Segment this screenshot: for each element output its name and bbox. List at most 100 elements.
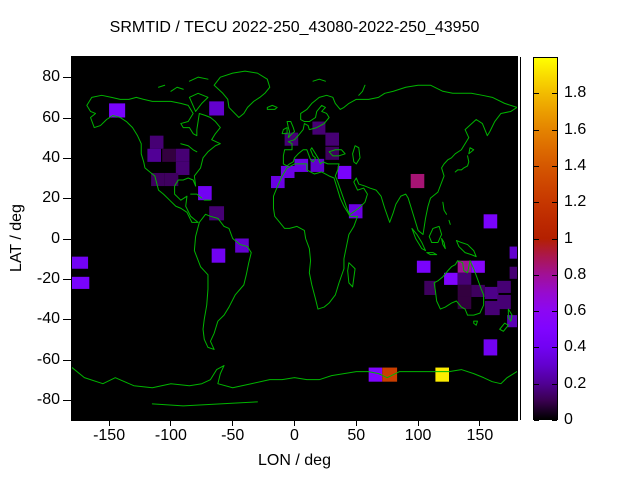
- x-tick-mark: [170, 420, 172, 426]
- colorbar-tick-label: 0.8: [564, 265, 587, 283]
- y-tick-label: -40: [36, 310, 60, 328]
- heatmap-cell: [509, 246, 517, 259]
- coastline-borneo: [429, 226, 441, 242]
- colorbar-tick-mark: [552, 311, 557, 313]
- x-tick-label: 150: [466, 427, 494, 444]
- x-tick-mark: [294, 420, 295, 426]
- coastline-south-america: [194, 214, 251, 349]
- y-tick-label: 0: [51, 229, 60, 247]
- heatmap-cell: [284, 132, 299, 146]
- colorbar-tick-mark: [552, 238, 557, 240]
- colorbar-tick-mark: [534, 420, 539, 421]
- colorbar-tick-mark: [552, 93, 557, 95]
- y-tick-mark: [63, 399, 72, 401]
- coastline-tasmania: [474, 321, 478, 325]
- x-tick-mark: [417, 420, 419, 426]
- heatmap-cell: [497, 294, 511, 310]
- heatmap-cell: [325, 146, 339, 160]
- colorbar-tick-label: 1.6: [564, 120, 587, 138]
- x-tick-label: -100: [154, 427, 187, 444]
- heatmap-cell: [198, 186, 212, 201]
- heatmap-cell: [457, 296, 472, 310]
- coastline-ireland: [282, 128, 287, 134]
- colorbar-tick-mark: [552, 383, 557, 385]
- coastline-sulawesi: [442, 239, 446, 249]
- heatmap-cell: [72, 256, 89, 269]
- heatmap-cell: [444, 272, 458, 285]
- coastline-black-sea: [329, 150, 345, 156]
- y-tick-label: -80: [36, 390, 60, 408]
- heatmap-cells: [72, 101, 517, 382]
- colorbar-tick-mark: [552, 420, 557, 421]
- colorbar-tick-label: 0.2: [564, 374, 587, 392]
- x-tick-mark: [108, 420, 110, 426]
- heatmap-cell: [310, 158, 325, 172]
- y-tick-mark: [63, 157, 72, 159]
- colorbar-tick-mark: [534, 129, 539, 131]
- coastlines: [72, 71, 517, 406]
- plot-right-secondary-border: [520, 57, 521, 420]
- heatmap-cell: [162, 148, 176, 162]
- heatmap-cell: [483, 339, 498, 356]
- plot-area: [71, 56, 518, 421]
- colorbar-tick-mark: [552, 165, 557, 167]
- x-tick-mark: [232, 420, 234, 426]
- heatmap-cell: [484, 301, 500, 316]
- heatmap-cell: [164, 172, 179, 187]
- coastline-japan: [455, 148, 474, 172]
- x-tick-label: -150: [93, 427, 126, 444]
- heatmap-cell: [72, 276, 90, 289]
- colorbar-tick-mark: [552, 202, 557, 204]
- coastline-new-guinea: [456, 241, 476, 257]
- coastline-madagascar: [348, 263, 355, 287]
- colorbar-tick-label: 1.4: [564, 156, 587, 174]
- y-tick-mark: [63, 359, 72, 361]
- chart-title: SRMTID / TECU 2022-250_43080-2022-250_43…: [109, 19, 480, 36]
- coastline-antarctica: [72, 366, 517, 388]
- x-tick-label: 100: [404, 427, 432, 444]
- heatmap-cell: [424, 280, 436, 295]
- colorbar-tick-label: 1: [564, 229, 573, 247]
- map-svg: [72, 57, 517, 420]
- coastline-australia: [434, 261, 483, 315]
- colorbar-tick-mark: [534, 311, 539, 313]
- colorbar-tick-mark: [534, 202, 539, 204]
- heatmap-cell: [325, 132, 339, 146]
- x-tick-label: 0: [290, 427, 299, 444]
- coastline-caribbean: [191, 194, 211, 200]
- colorbar-tick-mark: [552, 347, 557, 349]
- heatmap-cell: [471, 284, 485, 297]
- coastline-iceland: [267, 105, 277, 109]
- x-axis-label: LON / deg: [258, 452, 331, 469]
- coastline-ross-shelf: [152, 402, 257, 406]
- x-tick-label: -50: [221, 427, 245, 444]
- heatmap-cell: [497, 280, 511, 293]
- coastline-eurasia: [283, 85, 517, 234]
- y-tick-mark: [63, 198, 72, 200]
- y-tick-mark: [63, 319, 72, 321]
- heatmap-cell: [483, 214, 498, 229]
- heatmap-cell: [175, 161, 190, 175]
- y-tick-label: 40: [42, 148, 60, 166]
- heatmap-cell: [507, 315, 517, 328]
- heatmap-cell: [147, 148, 161, 162]
- colorbar-tick-mark: [552, 274, 557, 276]
- coastline-africa: [273, 164, 357, 309]
- coastline-greenland: [214, 71, 270, 117]
- heatmap-cell: [109, 103, 126, 118]
- coastline-north-america: [87, 95, 221, 222]
- coastline-britain: [287, 122, 294, 138]
- heatmap-cell: [471, 260, 485, 273]
- colorbar-tick-mark: [534, 274, 539, 276]
- heatmap-cell: [368, 367, 383, 382]
- heatmap-cell: [337, 165, 352, 180]
- heatmap-cell: [175, 148, 190, 162]
- y-tick-label: 20: [42, 189, 60, 207]
- heatmap-cell: [484, 286, 499, 299]
- heatmap-cell: [410, 173, 425, 189]
- colorbar-tick-mark: [534, 238, 539, 240]
- colorbar-tick-label: 1.8: [564, 84, 587, 102]
- colorbar-tick-mark: [534, 165, 539, 167]
- colorbar-tick-mark: [552, 129, 557, 131]
- heatmap-cell: [435, 367, 450, 382]
